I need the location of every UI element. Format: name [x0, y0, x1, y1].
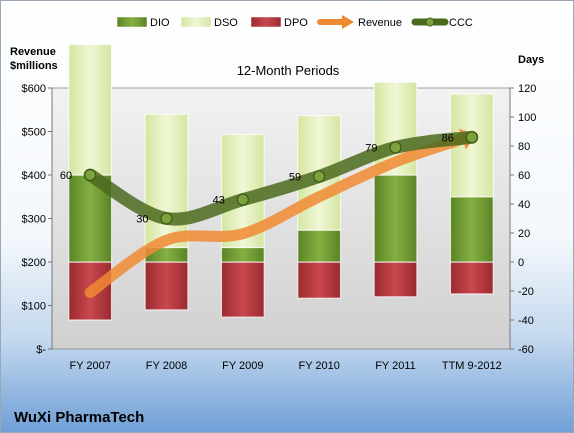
bar-dio [297, 229, 342, 263]
bar-dso [144, 113, 189, 249]
ccc-point [84, 168, 97, 182]
right-axis-title: Days [518, 54, 544, 66]
right-tick-label: -20 [518, 286, 534, 298]
legend-label: CCC [449, 17, 473, 29]
category-label: TTM 9-2012 [442, 360, 502, 372]
category-label: FY 2010 [298, 360, 339, 372]
right-tick-label: 60 [518, 170, 530, 182]
ccc-point [465, 131, 478, 144]
ccc-data-label: 60 [60, 170, 72, 182]
revenue-line [84, 133, 468, 298]
category-axis: FY 2007 FY 2008 FY 2009 FY 2010 FY 2011 TTM 9… [69, 360, 501, 372]
ccc-data-label: 79 [365, 142, 377, 154]
legend-label: DIO [150, 17, 170, 29]
company-name: WuXi PharmaTech [14, 409, 144, 426]
category-label: FY 2009 [222, 360, 263, 372]
right-tick-label: 20 [518, 228, 530, 240]
category-label: FY 2007 [69, 360, 110, 372]
ccc-data-label: 59 [289, 171, 301, 183]
ccc-data-label: 30 [136, 214, 148, 226]
legend: DIO DSO DPO Revenue CCC [116, 15, 473, 29]
ccc-point [389, 141, 402, 154]
right-tick-label: 40 [518, 199, 530, 211]
ccc-point [313, 170, 326, 183]
left-tick-label: $- [36, 344, 46, 356]
bar-dso [68, 43, 113, 176]
right-tick-label: -60 [518, 344, 534, 356]
bar-dio [220, 246, 265, 263]
bar-dpo [297, 261, 342, 299]
legend-swatch-dpo [250, 16, 282, 28]
legend-arrowhead [342, 15, 354, 29]
legend-label: DPO [284, 17, 308, 29]
left-tick-label: $600 [22, 83, 46, 95]
left-axis-title-line: Revenue [10, 46, 56, 58]
ccc-data-label: 86 [442, 132, 454, 144]
bar-dio [449, 196, 494, 263]
bar-dpo [220, 261, 265, 318]
left-tick-label: $200 [22, 257, 46, 269]
right-tick-label: 0 [518, 257, 524, 269]
left-axis-title: Revenue $millions [10, 46, 58, 72]
left-tick-label: $400 [22, 170, 46, 182]
bar-dio [373, 174, 418, 263]
bar-dpo [144, 261, 189, 311]
bar-dpo [68, 261, 113, 321]
right-tick-label: -40 [518, 315, 534, 327]
legend-label: Revenue [358, 17, 402, 29]
ccc-data-label: 43 [213, 195, 225, 207]
ccc-point [236, 193, 249, 206]
left-axis-title-line: $millions [10, 60, 58, 72]
legend-swatch-dio [116, 16, 148, 28]
bar-dpo [449, 261, 494, 295]
line-series-group: 60 30 43 59 79 86 [60, 128, 479, 298]
legend-marker [425, 17, 435, 27]
left-tick-label: $500 [22, 127, 46, 139]
right-tick-label: 120 [518, 83, 536, 95]
category-label: FY 2008 [146, 360, 187, 372]
category-label: FY 2011 [375, 360, 416, 372]
right-axis: -60 -40 -20 0 20 40 60 80 100 120 [509, 83, 536, 356]
right-tick-label: 80 [518, 141, 530, 153]
left-tick-label: $300 [22, 214, 46, 226]
right-tick-label: 100 [518, 112, 536, 124]
left-tick-label: $100 [22, 301, 46, 313]
bar-dpo [373, 261, 418, 298]
left-axis: $- $100 $200 $300 $400 $500 $600 [22, 83, 53, 356]
ccc-point [160, 212, 173, 225]
legend-swatch-dso [180, 16, 212, 28]
chart-title: 12-Month Periods [237, 63, 340, 78]
legend-label: DSO [214, 17, 238, 29]
